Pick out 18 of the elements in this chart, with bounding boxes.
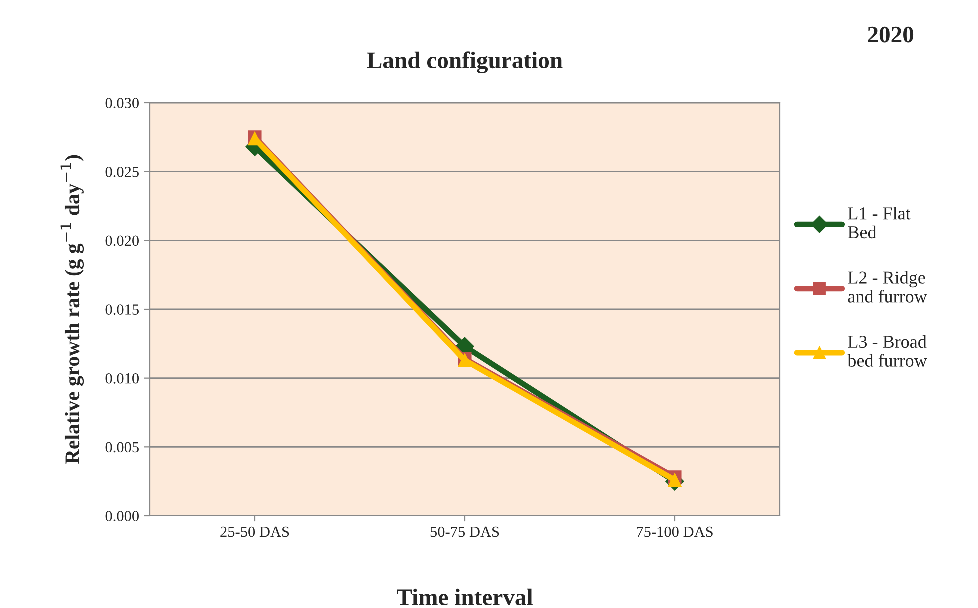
y-tick-label: 0.000: [106, 511, 139, 522]
y-axis-title: Relative growth rate (g g$^{−1}$ day$^{−1}$): [60, 155, 84, 464]
x-tick-label: 50-75 DAS: [430, 526, 500, 538]
text: 2020: [868, 26, 914, 43]
point: [668, 473, 682, 487]
y-tick-label: 0.005: [106, 442, 139, 453]
y-tick-label: 0.015: [106, 304, 139, 316]
legend-label: L3 - Broad bed furrow: [848, 335, 928, 367]
x-axis-title: Time interval: [397, 588, 533, 606]
y-tick-label: 0.020: [106, 236, 139, 246]
chart-title: Land configuration: [367, 52, 563, 74]
legend-label: L2 - Ridge and furrow: [848, 271, 928, 303]
y-tick-label: 0.030: [106, 98, 139, 109]
x-tick-label: 25-50 DAS: [220, 526, 290, 538]
y-tick-label: 0.010: [106, 373, 139, 384]
y-tick-label: 0.025: [106, 166, 139, 178]
legend-label: L1 - Flat Bed: [848, 207, 911, 239]
x-tick-label: 75-100 DAS: [637, 526, 713, 538]
